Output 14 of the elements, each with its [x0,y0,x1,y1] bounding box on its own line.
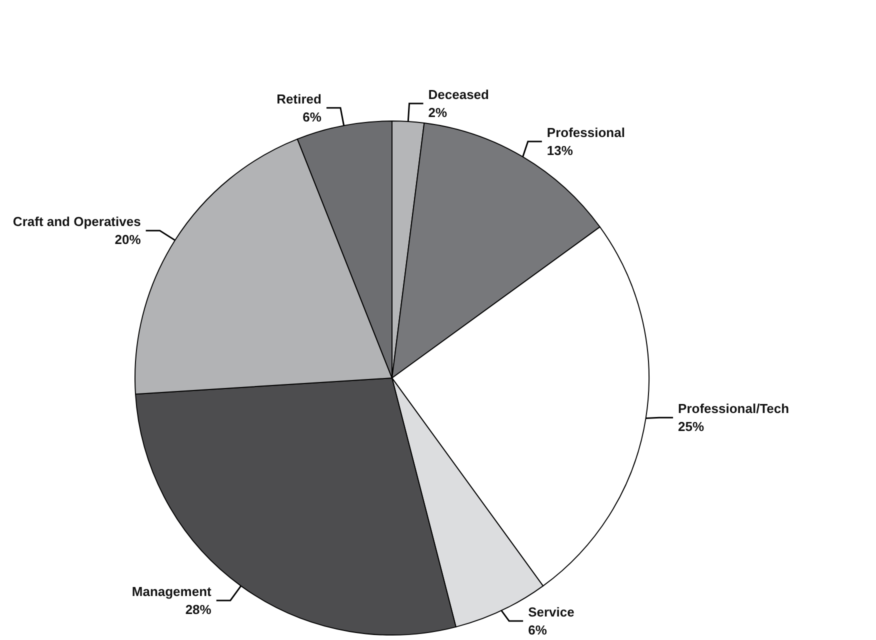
data-label: 28% [185,602,212,617]
data-label: 13% [546,143,574,158]
slice-label: Service [528,604,574,620]
data-label: 6% [302,109,322,124]
data-label: 2% [428,105,448,120]
data-label: 25% [678,419,705,434]
data-label: 20% [114,232,142,248]
slice-label: Retired [276,91,322,106]
slice-label: Management [132,584,212,599]
data-label: 6% [528,622,548,638]
slice-label: Professional/Tech [678,401,790,416]
slice-label: Deceased [428,87,490,102]
slice-label: Craft and Operatives [12,214,141,230]
slice-label: Professional [546,125,625,140]
